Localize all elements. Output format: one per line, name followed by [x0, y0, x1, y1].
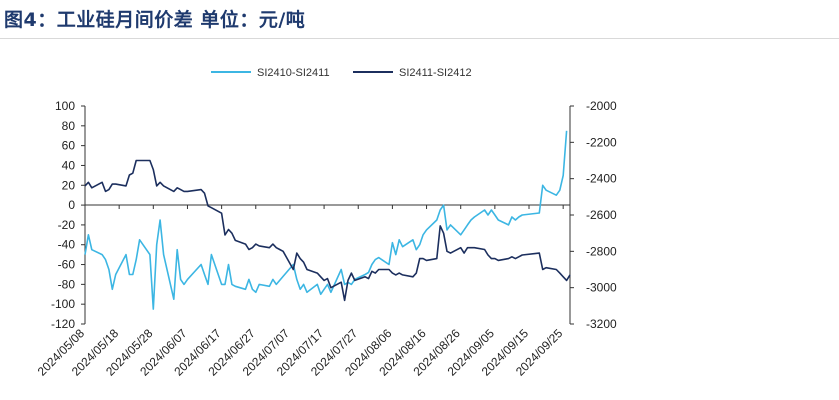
left-y-axis: 100 80 60 40 20 0 -20 -40 -60 -80 -100 -120: [51, 99, 86, 331]
right-tick-label: -2800: [586, 244, 617, 258]
left-tick-label: -80: [58, 277, 76, 291]
left-tick-label: 100: [55, 99, 75, 113]
left-tick-label: -120: [51, 317, 75, 331]
left-tick-label: -40: [58, 238, 76, 252]
right-tick-label: -2600: [586, 208, 617, 222]
left-tick-label: 40: [62, 158, 76, 172]
left-tick-label: 20: [62, 178, 76, 192]
right-tick-label: -2000: [586, 99, 617, 113]
left-tick-label: -20: [58, 218, 76, 232]
left-tick-label: 60: [62, 139, 76, 153]
legend-label-2: SI2411-SI2412: [399, 67, 472, 79]
series-line-1: [84, 130, 568, 310]
right-tick-label: -2200: [586, 135, 617, 149]
right-y-axis: -2000 -2200 -2400 -2600 -2800 -3000 -3200: [569, 99, 617, 331]
left-tick-label: -60: [58, 258, 76, 272]
legend: SI2410-SI2411 SI2411-SI2412: [211, 67, 472, 79]
chart-title: 图4：工业硅月间价差 单位：元/吨: [4, 9, 306, 31]
left-tick-label: 80: [62, 119, 76, 133]
right-tick-label: -2400: [586, 172, 617, 186]
series-line-2: [84, 159, 571, 302]
x-axis: 2024/05/082024/05/182024/05/282024/06/07…: [35, 204, 570, 379]
right-tick-label: -3000: [586, 281, 617, 295]
right-tick-label: -3200: [586, 317, 617, 331]
left-tick-label: -100: [51, 297, 75, 311]
title-divider: [0, 38, 839, 39]
legend-label-1: SI2410-SI2411: [257, 67, 330, 79]
series-lines: [84, 130, 571, 310]
title-bar: 图4：工业硅月间价差 单位：元/吨: [0, 0, 839, 40]
left-tick-label: 0: [68, 198, 75, 212]
